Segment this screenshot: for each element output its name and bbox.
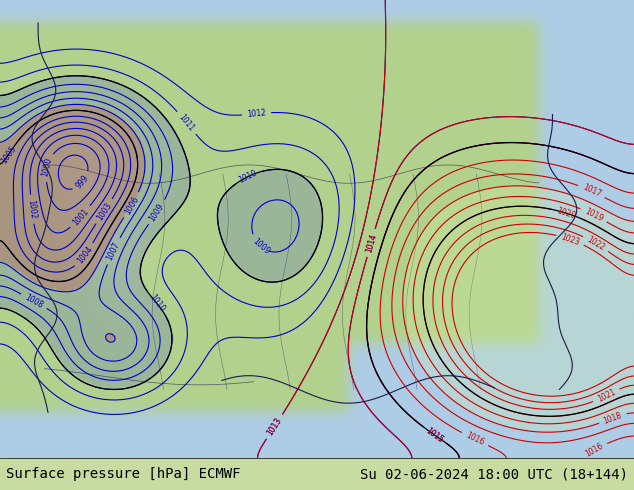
Text: 1022: 1022 bbox=[585, 235, 606, 252]
Text: 1005: 1005 bbox=[0, 144, 18, 165]
Text: 1009: 1009 bbox=[250, 237, 271, 256]
Text: 1011: 1011 bbox=[177, 113, 196, 133]
Text: 1000: 1000 bbox=[41, 157, 54, 178]
Text: Surface pressure [hPa] ECMWF: Surface pressure [hPa] ECMWF bbox=[6, 467, 241, 481]
Text: 1013: 1013 bbox=[266, 416, 283, 437]
Text: 999: 999 bbox=[74, 173, 91, 191]
Text: 1014: 1014 bbox=[364, 232, 378, 253]
Text: 1020: 1020 bbox=[555, 206, 577, 220]
Text: 1004: 1004 bbox=[75, 245, 94, 266]
Text: 1006: 1006 bbox=[123, 195, 140, 216]
Text: 1017: 1017 bbox=[581, 183, 602, 199]
Text: 1016: 1016 bbox=[583, 441, 604, 459]
Text: Su 02-06-2024 18:00 UTC (18+144): Su 02-06-2024 18:00 UTC (18+144) bbox=[359, 467, 628, 481]
Text: 1023: 1023 bbox=[560, 232, 581, 247]
Text: 1009: 1009 bbox=[148, 201, 166, 223]
Text: 1015: 1015 bbox=[424, 426, 445, 444]
Text: 1013: 1013 bbox=[266, 416, 283, 437]
Text: 1015: 1015 bbox=[424, 426, 445, 444]
Text: 1014: 1014 bbox=[364, 232, 378, 253]
Text: 1010: 1010 bbox=[147, 293, 166, 314]
Text: 1001: 1001 bbox=[71, 207, 91, 227]
Text: 1019: 1019 bbox=[583, 207, 604, 223]
Text: 1008: 1008 bbox=[23, 293, 44, 310]
Text: 1018: 1018 bbox=[602, 411, 623, 426]
Text: 1012: 1012 bbox=[247, 108, 266, 119]
Text: 1016: 1016 bbox=[464, 431, 486, 447]
Text: 1003: 1003 bbox=[95, 201, 113, 222]
Text: 1021: 1021 bbox=[596, 388, 617, 404]
Text: 1007: 1007 bbox=[105, 241, 122, 262]
Text: 1010: 1010 bbox=[238, 168, 259, 185]
Text: 1002: 1002 bbox=[27, 199, 37, 219]
